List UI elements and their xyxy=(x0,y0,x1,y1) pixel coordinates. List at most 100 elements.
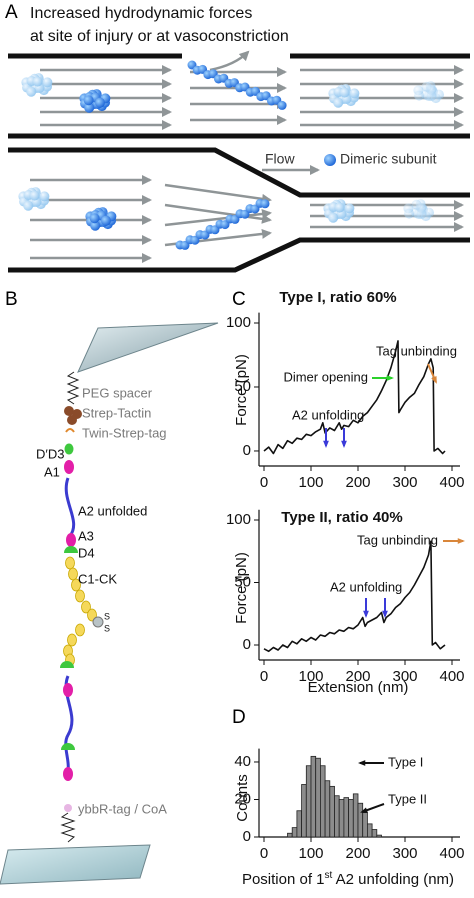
vessel-walls xyxy=(8,53,470,273)
hist-bar xyxy=(324,780,331,838)
hist-bar xyxy=(319,765,326,838)
subunit xyxy=(23,200,34,211)
domain-label: A1 xyxy=(44,464,60,479)
c-domain xyxy=(65,556,75,570)
x-tick-label: 400 xyxy=(439,474,464,491)
subunit xyxy=(414,90,425,101)
disulfide xyxy=(92,616,104,628)
x-axis-label-part: st xyxy=(325,870,333,881)
panel-b: B PEG spacer Strep-Tactin Twin-Strep-tag D′… xyxy=(0,289,219,885)
annotation-arrowhead xyxy=(360,807,368,813)
annotation-arrowhead xyxy=(457,538,465,544)
hist-bar xyxy=(357,802,364,838)
y-tick-label: 100 xyxy=(226,511,251,528)
y-axis-label: Counts xyxy=(234,774,251,822)
force-curve xyxy=(263,540,446,653)
hist-bar xyxy=(366,823,373,838)
peg-spacer xyxy=(60,812,76,843)
c-domain xyxy=(68,567,78,581)
a-domain xyxy=(63,683,73,697)
x-tick-label: 200 xyxy=(345,845,370,862)
a3-domain xyxy=(66,533,76,547)
x-tick-label: 300 xyxy=(392,668,417,685)
flow-arrow xyxy=(164,208,272,227)
domain-label: Strep-Tactin xyxy=(82,405,151,420)
x-axis-label: Position of 1st A2 unfolding (nm) xyxy=(242,870,454,888)
subunit xyxy=(26,86,37,97)
legend-dot xyxy=(324,154,336,166)
d4-domain xyxy=(60,661,74,668)
panel-label: D xyxy=(232,707,246,728)
c-domain xyxy=(81,600,91,614)
subunit xyxy=(42,77,53,88)
subunit xyxy=(334,202,345,213)
y-tick-label: 50 xyxy=(234,573,251,590)
domain-label: Twin-Strep-tag xyxy=(82,425,167,440)
subunit xyxy=(416,208,427,219)
c-domains xyxy=(63,556,97,667)
chart-title: Type II, ratio 40% xyxy=(281,509,402,526)
ybbr-tag xyxy=(64,804,72,812)
a2-chain xyxy=(64,477,76,537)
hist-bar xyxy=(315,757,321,838)
hist-bar xyxy=(329,785,335,838)
legend-subunit: Dimeric subunit xyxy=(340,151,437,167)
annotation: A2 unfolding xyxy=(292,407,364,422)
d-domain xyxy=(61,743,75,750)
annotation-arrowhead xyxy=(358,760,366,766)
flow-arrow xyxy=(209,50,250,72)
x-tick-label: 300 xyxy=(392,845,417,862)
hist-bar xyxy=(371,829,378,838)
y-tick-label: 0 xyxy=(243,442,251,459)
hist-bar xyxy=(343,797,349,838)
x-tick-label: 0 xyxy=(260,668,268,685)
subunit xyxy=(32,76,43,87)
annotation: Type I xyxy=(388,754,423,769)
y-tick-label: 0 xyxy=(243,636,251,653)
subunit xyxy=(89,213,100,224)
hist-bar xyxy=(376,834,382,838)
subunit xyxy=(39,191,50,202)
flow-arrow xyxy=(164,183,272,204)
y-axis-label: Force (pN) xyxy=(233,354,250,426)
x-tick-label: 100 xyxy=(298,668,323,685)
x-tick-label: 400 xyxy=(439,845,464,862)
panel-a: A Increased hydrodynamic forces at site … xyxy=(5,2,470,273)
a-domain xyxy=(63,767,73,781)
twin-strep-tag xyxy=(65,428,75,433)
annotation: A2 unfolding xyxy=(330,579,402,594)
domain-label: D′D3 xyxy=(36,446,64,461)
hist-bar xyxy=(291,827,298,838)
domain-label: S xyxy=(104,623,110,633)
c-domain xyxy=(67,633,77,647)
annotation-arrowhead xyxy=(431,376,437,384)
y-tick-label: 50 xyxy=(234,378,251,395)
hist-bar xyxy=(334,795,340,838)
d4-domain xyxy=(64,546,78,553)
panel-label: B xyxy=(5,289,18,310)
hist-bar xyxy=(348,799,354,838)
panel-label: A xyxy=(5,2,18,23)
subunit xyxy=(90,220,101,231)
domain-label: S xyxy=(104,611,110,621)
x-axis-label: Extension (nm) xyxy=(308,679,409,696)
subunit xyxy=(344,203,355,214)
annotation-arrowhead xyxy=(382,610,388,618)
legend-flow: Flow xyxy=(265,151,295,167)
annotation-arrowhead xyxy=(341,440,347,448)
hist-bar xyxy=(362,812,368,838)
surface xyxy=(0,844,151,885)
x-tick-label: 300 xyxy=(392,474,417,491)
subunit xyxy=(404,208,415,219)
annotation: Tag unbinding xyxy=(357,532,438,547)
domain-label: ybbR-tag / CoA xyxy=(78,801,167,816)
subunit xyxy=(83,95,94,106)
x-axis-label-part: Position of 1 xyxy=(242,871,325,888)
annotation: Dimer opening xyxy=(283,369,368,384)
subunit xyxy=(277,100,287,110)
peg-spacer xyxy=(66,371,80,405)
x-tick-label: 100 xyxy=(298,845,323,862)
x-tick-label: 0 xyxy=(260,474,268,491)
hist-bar xyxy=(287,832,293,838)
